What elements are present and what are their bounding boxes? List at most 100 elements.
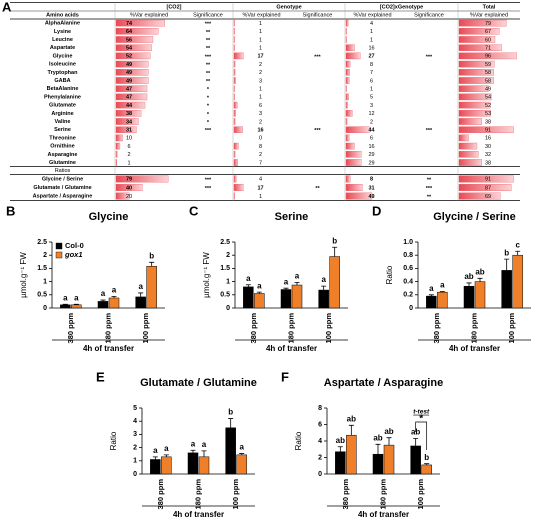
legend-swatch [55,242,63,250]
var-bar [233,36,235,43]
significance: *** [205,177,212,183]
var-bar [345,184,363,191]
var-bar [233,184,244,191]
y-tick-label: 1.5 [37,265,47,272]
var-bar [458,151,479,158]
var-bar [233,101,238,109]
x-tick-label: 180 ppm [469,313,478,344]
significance-letter: ab [384,427,393,436]
var-value: 8 [259,144,262,150]
var-bar [115,85,148,92]
significance-letter: ab [464,272,473,281]
var-value: 38 [485,119,491,125]
bar [71,304,82,309]
error-bar [111,295,117,298]
var-bar [458,28,500,35]
x-tick-label: 180 ppm [193,479,202,510]
var-value: 1 [259,45,262,51]
var-bar [233,44,235,51]
row-label: Glutamate / Glutamine [33,185,91,191]
error-bar [439,291,445,293]
row-label: Phenylalanine [44,94,81,100]
y-axis-label: µmol.g⁻¹ FW [19,252,28,298]
var-value: 29 [368,160,374,166]
significance: * [207,104,210,110]
error-bar [477,277,483,282]
y-tick-label: 5 [133,405,137,412]
var-bar [345,28,347,35]
chart-title: Glycine [89,211,129,223]
var-bar [458,85,489,92]
var-value: 79 [126,177,132,183]
chart-title: Glycine / Serine [433,211,516,223]
error-bar [413,438,419,446]
var-bar [345,110,353,117]
row-label: Aspartate [50,45,75,51]
var-bar [233,126,243,133]
significance-letter: a [321,275,326,284]
y-tick-label: 0.6 [403,265,413,272]
var-bar [345,175,351,183]
y-tick-label: 0.2 [403,292,413,299]
var-bar [115,101,146,109]
var-bar [115,52,151,60]
var-value: 34 [126,119,133,125]
column-header: %Var explained [353,12,391,18]
bar [135,296,146,309]
var-value: 64 [126,29,133,35]
var-bar [233,192,235,200]
significance-letter: a [153,446,158,455]
annotation: t-test [413,409,430,416]
var-value: 52 [126,54,132,60]
significance-letter: b [424,453,429,462]
var-value: 1 [127,160,130,166]
var-value: 1 [259,29,262,35]
var-value: 2 [259,119,262,125]
var-value: 6 [127,144,130,150]
x-tick-label: 380 ppm [341,479,350,510]
x-tick-label: 380 ppm [249,313,258,344]
var-value: 58 [485,70,491,76]
row-label: Lysine [54,29,71,35]
var-value: 31 [368,185,374,191]
var-value: 1 [259,95,262,101]
group-header: [CO2] [167,4,182,10]
significance-letter: ab [475,267,484,276]
var-bar [458,134,469,142]
var-bar [345,142,355,150]
bar [463,285,475,309]
var-value: 2 [259,70,262,76]
annotation: * [419,414,423,425]
var-bar [233,52,244,60]
significance-letter: a [112,285,117,294]
error-bar [73,303,79,305]
var-value: 0 [259,136,262,142]
bar [372,453,384,475]
bar [501,270,512,309]
y-axis-label: Ratio [109,431,118,450]
bar [150,459,161,475]
var-bar [233,77,236,84]
var-value: 49 [126,62,132,68]
var-bar [115,126,137,133]
var-bar [115,77,149,84]
row-label: Tryptophan [48,70,79,76]
bar [236,454,247,475]
significance: *** [426,54,433,60]
significance: ** [427,177,432,183]
var-bar [345,151,362,158]
significance-letter: ab [373,433,382,442]
var-bar [458,77,494,84]
significance: ** [427,195,432,201]
error-bar [163,454,169,457]
var-bar [345,159,362,166]
var-bar [233,110,236,117]
var-value: 2 [370,119,373,125]
var-value: 7 [259,160,262,166]
y-tick-label: 1.0 [403,239,413,246]
var-value: 53 [485,111,491,117]
var-value: 6 [259,103,262,109]
y-tick-label: 0.4 [403,278,413,285]
var-value: 16 [257,127,263,133]
error-bar [321,285,327,291]
